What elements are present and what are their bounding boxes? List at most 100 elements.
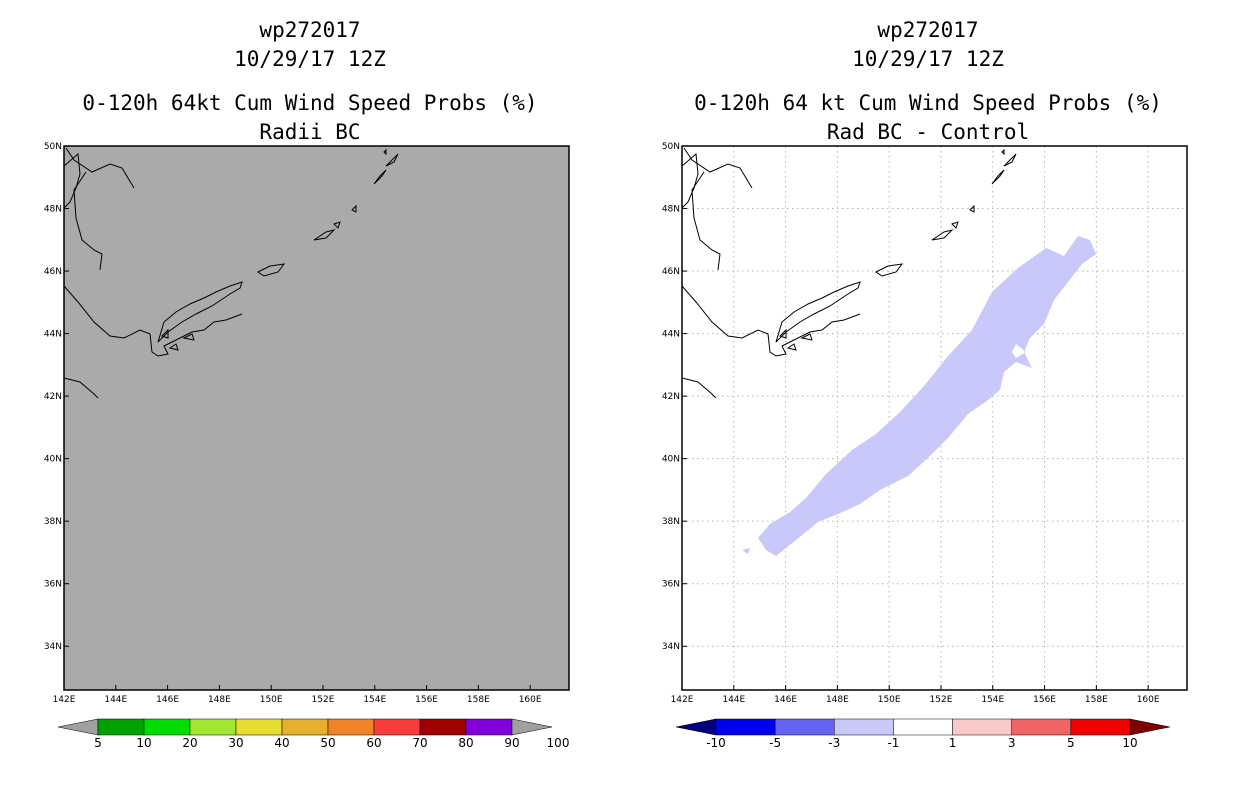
- right-lon-axis: 142E 144E 146E 148E 150E 152E 154E 156E 158E 160E: [671, 685, 1160, 705]
- right-panel-title: wp272017 10/29/17 12Z: [678, 16, 1178, 74]
- lon-tick-label: 158E: [467, 695, 490, 705]
- colorbar-label: 5: [1067, 736, 1075, 750]
- right-storm-id: wp272017: [877, 18, 979, 42]
- right-gridlines: [682, 146, 1187, 690]
- lat-tick-label: 40N: [44, 455, 62, 465]
- colorbar-label: 60: [366, 736, 381, 750]
- colorbar-segment: [327, 718, 375, 736]
- lon-tick-label: 148E: [208, 695, 231, 705]
- left-product-title: 0-120h 64kt Cum Wind Speed Probs (%): [82, 91, 538, 115]
- colorbar-upper-arrow: [1129, 718, 1171, 736]
- colorbar-segment: [1070, 718, 1131, 736]
- colorbar-label: 50: [320, 736, 335, 750]
- colorbar-label: 10: [136, 736, 151, 750]
- colorbar-label: 5: [94, 736, 102, 750]
- left-run-label: Radii BC: [259, 120, 361, 144]
- lon-tick-label: 144E: [722, 695, 745, 705]
- colorbar-segment: [419, 718, 467, 736]
- colorbar-segment: [281, 718, 329, 736]
- right-map-frame: [681, 145, 1188, 691]
- colorbar-segment: [834, 718, 894, 736]
- colorbar-label: 1: [949, 736, 957, 750]
- right-init-time: 10/29/17 12Z: [852, 47, 1004, 71]
- lat-tick-label: 46N: [44, 267, 62, 277]
- colorbar-label: 10: [1122, 736, 1137, 750]
- right-run-label: Rad BC - Control: [826, 120, 1030, 144]
- left-lon-axis: 142E 144E 146E 148E 150E 152E 154E 156E 158E 160E: [53, 685, 542, 705]
- colorbar-segment: [235, 718, 283, 736]
- lon-tick-label: 146E: [774, 695, 797, 705]
- lat-tick-label: 38N: [44, 517, 62, 527]
- right-difference-speck: [742, 548, 750, 554]
- left-lat-axis: 50N 48N 46N 44N 42N 40N 38N 36N 34N: [44, 142, 69, 652]
- colorbar-label: 20: [182, 736, 197, 750]
- colorbar-segment: [143, 718, 191, 736]
- lat-tick-label: 34N: [662, 642, 680, 652]
- lon-tick-label: 142E: [671, 695, 694, 705]
- lon-tick-label: 160E: [1137, 695, 1160, 705]
- lat-tick-label: 50N: [44, 142, 62, 152]
- lon-tick-label: 144E: [104, 695, 127, 705]
- left-panel-title: wp272017 10/29/17 12Z: [60, 16, 560, 74]
- colorbar-segment: [189, 718, 237, 736]
- colorbar-upper-arrow: [511, 718, 553, 736]
- lon-tick-label: 148E: [826, 695, 849, 705]
- right-product-title: 0-120h 64 kt Cum Wind Speed Probs (%): [694, 91, 1162, 115]
- lat-tick-label: 38N: [662, 517, 680, 527]
- colorbar-label: 30: [228, 736, 243, 750]
- lat-tick-label: 40N: [662, 455, 680, 465]
- lat-tick-label: 46N: [662, 267, 680, 277]
- colorbar-label: -5: [769, 736, 781, 750]
- left-map-field: [64, 146, 569, 690]
- lon-tick-label: 150E: [260, 695, 283, 705]
- left-init-time: 10/29/17 12Z: [234, 47, 386, 71]
- left-colorbar: 5 10 20 30 40 50 60 70 80 90 100: [57, 718, 570, 750]
- lat-tick-label: 36N: [662, 580, 680, 590]
- colorbar-label: 40: [274, 736, 289, 750]
- colorbar-label: -3: [828, 736, 840, 750]
- colorbar-segment: [893, 718, 953, 736]
- colorbar-label: 3: [1008, 736, 1016, 750]
- colorbar-label: 80: [458, 736, 473, 750]
- lat-tick-label: 34N: [44, 642, 62, 652]
- lon-tick-label: 154E: [363, 695, 386, 705]
- colorbar-label: 70: [412, 736, 427, 750]
- colorbar-label: 100: [547, 736, 570, 750]
- colorbar-segment: [952, 718, 1012, 736]
- lat-tick-label: 36N: [44, 580, 62, 590]
- lat-tick-label: 42N: [44, 392, 62, 402]
- right-map-panel: 142E 144E 146E 148E 150E 152E 154E 156E 158E 160E…: [662, 142, 1188, 705]
- lat-tick-label: 44N: [662, 330, 680, 340]
- left-map-frame: [63, 145, 570, 691]
- right-panel-subtitle: 0-120h 64 kt Cum Wind Speed Probs (%) Ra…: [678, 89, 1178, 147]
- lat-tick-label: 48N: [44, 205, 62, 215]
- lon-tick-label: 154E: [981, 695, 1004, 705]
- colorbar-segment: [715, 718, 776, 736]
- colorbar-segment: [97, 718, 145, 736]
- lat-tick-label: 50N: [662, 142, 680, 152]
- colorbar-segment: [1011, 718, 1072, 736]
- lon-tick-label: 156E: [415, 695, 438, 705]
- colorbar-label: -1: [887, 736, 899, 750]
- lon-tick-label: 146E: [156, 695, 179, 705]
- lon-tick-label: 150E: [878, 695, 901, 705]
- colorbar-lower-arrow: [675, 718, 717, 736]
- colorbar-label: 90: [504, 736, 519, 750]
- lon-tick-label: 152E: [930, 695, 953, 705]
- right-difference-region: [758, 236, 1096, 556]
- lon-tick-label: 158E: [1085, 695, 1108, 705]
- colorbar-segment: [774, 718, 835, 736]
- right-colorbar: -10 -5 -3 -1 1 3 5 10: [675, 718, 1171, 750]
- left-panel-subtitle: 0-120h 64kt Cum Wind Speed Probs (%) Rad…: [60, 89, 560, 147]
- right-lat-axis: 50N 48N 46N 44N 42N 40N 38N 36N 34N: [662, 142, 687, 652]
- lat-tick-label: 48N: [662, 205, 680, 215]
- lon-tick-label: 156E: [1033, 695, 1056, 705]
- left-map-panel: 142E 144E 146E 148E 150E 152E 154E 156E 158E 160E…: [44, 142, 570, 705]
- colorbar-label: -10: [706, 736, 726, 750]
- lon-tick-label: 142E: [53, 695, 76, 705]
- lat-tick-label: 42N: [662, 392, 680, 402]
- left-storm-id: wp272017: [259, 18, 361, 42]
- colorbar-lower-arrow: [57, 718, 99, 736]
- lon-tick-label: 152E: [312, 695, 335, 705]
